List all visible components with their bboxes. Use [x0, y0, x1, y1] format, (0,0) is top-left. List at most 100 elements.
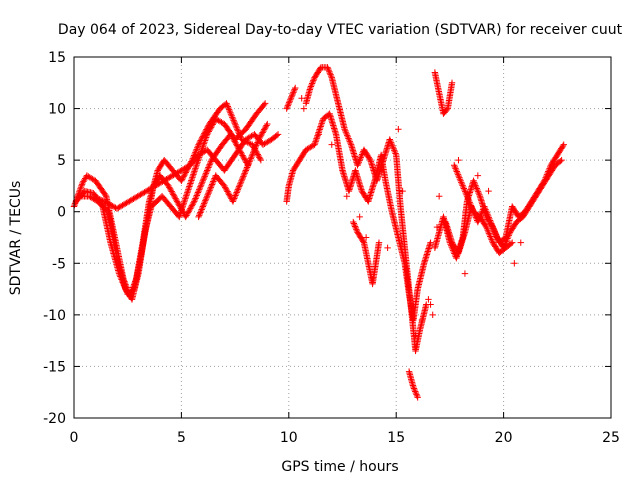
data-point: [312, 138, 319, 145]
data-point: [256, 155, 264, 162]
data-point: [482, 222, 489, 230]
data-point: [308, 80, 316, 87]
data-point: [202, 135, 209, 143]
data-point: [202, 195, 210, 203]
data-point: [456, 176, 464, 183]
data-point: [288, 93, 295, 100]
data-point: [184, 189, 191, 196]
data-point: [230, 117, 237, 124]
data-point: [197, 183, 204, 190]
data-point: [195, 186, 203, 193]
data-point: [388, 140, 395, 148]
data-point: [238, 177, 245, 184]
data-point: [387, 137, 394, 145]
data-point: [257, 132, 265, 139]
data-point: [418, 316, 426, 324]
data-point: [427, 301, 434, 308]
data-point: [470, 179, 478, 186]
data-point: [325, 67, 332, 74]
y-tick-label: -10: [43, 308, 66, 324]
data-point: [259, 129, 266, 136]
data-point: [242, 167, 250, 174]
data-point: [191, 198, 198, 205]
data-point: [223, 101, 231, 109]
data-point: [229, 115, 237, 123]
data-point: [256, 134, 263, 142]
data-point: [203, 167, 211, 174]
data-point: [504, 233, 512, 241]
data-point: [189, 172, 197, 180]
data-point: [194, 159, 201, 166]
data-point: [411, 386, 418, 394]
data-point: [258, 130, 266, 138]
data-point: [317, 123, 324, 130]
data-point: [474, 172, 482, 179]
data-point: [207, 185, 214, 193]
data-point: [184, 187, 192, 195]
data-point: [285, 99, 293, 106]
data-point: [492, 229, 499, 237]
data-point: [410, 385, 418, 392]
data-point: [202, 170, 210, 177]
data-point: [389, 144, 397, 151]
data-point: [241, 170, 248, 177]
data-point: [287, 95, 295, 102]
data-point: [483, 209, 491, 216]
data-point: [310, 77, 317, 84]
data-point: [481, 204, 489, 212]
data-point: [235, 183, 243, 190]
data-point: [185, 186, 192, 193]
data-point: [254, 137, 262, 145]
data-point: [191, 196, 199, 204]
data-point: [236, 181, 243, 189]
data-point: [201, 198, 208, 206]
y-axis-label: SDTVAR / TECUs: [8, 181, 24, 296]
data-point: [474, 218, 482, 226]
y-tick-label: -20: [43, 411, 66, 427]
data-point: [206, 161, 213, 168]
x-axis-label: GPS time / hours: [281, 459, 398, 475]
data-point: [454, 171, 462, 178]
data-point: [461, 270, 469, 277]
data-point: [207, 159, 214, 167]
data-point: [392, 150, 399, 157]
data-point: [103, 199, 111, 206]
data-point: [187, 178, 195, 186]
data-point: [194, 144, 201, 151]
data-point: [456, 174, 463, 181]
data-point: [351, 221, 358, 229]
data-point: [475, 189, 482, 197]
data-point: [166, 184, 173, 191]
data-point: [205, 162, 213, 170]
data-point: [468, 203, 475, 211]
data-point: [341, 126, 348, 133]
data-point: [470, 177, 477, 184]
data-point: [261, 125, 269, 132]
data-point: [490, 226, 498, 233]
data-point: [210, 119, 217, 127]
data-point: [362, 234, 370, 241]
data-point: [344, 133, 352, 141]
data-point: [232, 121, 239, 128]
data-point: [315, 131, 323, 138]
data-point: [201, 137, 209, 144]
data-point: [291, 86, 298, 93]
data-point: [180, 200, 188, 207]
data-point: [489, 223, 496, 230]
data-point: [230, 118, 238, 126]
data-point: [206, 126, 213, 134]
data-point: [225, 189, 232, 197]
data-point: [462, 189, 469, 197]
data-point: [511, 260, 518, 267]
data-point: [181, 196, 189, 204]
data-point: [189, 174, 196, 181]
data-point: [200, 200, 208, 207]
data-point: [460, 183, 467, 191]
data-point: [476, 191, 483, 198]
data-point: [412, 389, 420, 397]
data-point: [414, 394, 421, 401]
data-point: [474, 188, 482, 195]
data-point: [472, 183, 480, 191]
data-point: [508, 239, 516, 246]
data-point: [102, 198, 109, 206]
